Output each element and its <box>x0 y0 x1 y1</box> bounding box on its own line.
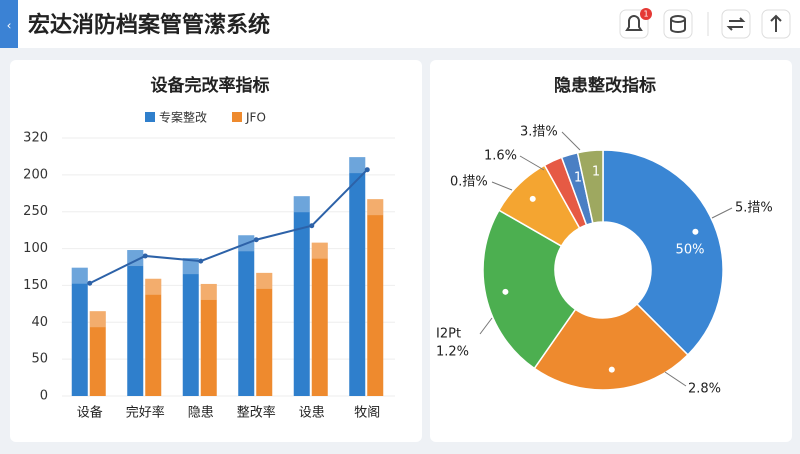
leader-line <box>479 317 493 335</box>
bar <box>311 242 328 396</box>
legend-swatch <box>232 112 242 122</box>
bar <box>89 311 106 396</box>
y-tick-label: 0 <box>40 389 48 404</box>
slice-dot <box>529 195 536 202</box>
trend-line <box>89 168 368 285</box>
bar-cap <box>145 278 162 295</box>
slice-label: 1.2% <box>436 345 469 360</box>
side-toggle[interactable] <box>0 0 18 48</box>
y-tick-label: 250 <box>23 204 48 219</box>
y-tick-label: 50 <box>31 352 48 367</box>
pie-slice <box>576 149 604 224</box>
slice-label: 0.措% <box>450 175 488 190</box>
y-tick-label: 100 <box>23 241 48 256</box>
bar-cap <box>367 199 384 216</box>
x-tick-label: 隐患 <box>188 406 214 421</box>
bar <box>145 278 162 396</box>
legend-label: JFO <box>245 111 266 125</box>
bar-cap <box>256 272 273 289</box>
bar-cap <box>200 283 217 300</box>
bar-cap <box>182 258 199 275</box>
chart-title: 设备完改率指标 <box>151 75 270 96</box>
line-point <box>309 223 315 229</box>
pie-slice <box>602 149 724 356</box>
x-tick-label: 牧阁 <box>354 406 380 421</box>
toggle-icon: ‹ <box>7 19 12 33</box>
slice-label: I2Pt <box>436 327 461 342</box>
legend-label: 专案整改 <box>159 110 207 125</box>
pie-slice <box>482 209 577 370</box>
slice-dot <box>692 228 699 235</box>
slice-label: 5.措% <box>735 201 773 216</box>
bar-cap <box>71 267 88 284</box>
slice-label: 50% <box>676 243 705 258</box>
line-point <box>142 253 148 259</box>
bar-cap <box>349 157 366 174</box>
bar <box>200 283 217 396</box>
x-tick-label: 整改率 <box>237 405 276 421</box>
bar <box>238 235 255 396</box>
leader-line <box>491 181 513 191</box>
slice-dot <box>608 366 615 373</box>
bar <box>71 267 88 396</box>
slice-label: 1.6% <box>484 149 517 164</box>
bar <box>349 157 366 396</box>
leader-line <box>561 131 581 151</box>
bar-cap <box>293 196 310 213</box>
bar <box>127 250 144 396</box>
slice-label: 3.措% <box>520 125 558 140</box>
db-button[interactable] <box>663 9 693 39</box>
bar <box>367 199 384 396</box>
bar-cap <box>311 242 328 259</box>
app-title: 宏达消防档案管管潆系统 <box>28 12 270 38</box>
x-tick-label: 设患 <box>299 406 325 421</box>
line-point <box>253 237 259 243</box>
chart-title: 隐患整改指标 <box>554 75 656 96</box>
bar <box>182 258 199 396</box>
leader-line <box>519 155 545 171</box>
leader-line <box>664 371 687 387</box>
x-tick-label: 完好率 <box>126 405 165 421</box>
line-point <box>87 280 93 286</box>
y-tick-label: 320 <box>23 131 48 146</box>
refresh-button[interactable] <box>721 9 751 39</box>
line-point <box>364 167 370 173</box>
badge: 1 <box>643 10 648 19</box>
y-tick-label: 200 <box>23 167 48 182</box>
pie-slice <box>533 302 689 391</box>
y-tick-label: 150 <box>23 278 48 293</box>
bell-button[interactable]: 1 <box>619 8 652 39</box>
leader-line <box>711 207 733 219</box>
top-button[interactable] <box>761 9 791 39</box>
slice-label: 1 <box>574 171 582 186</box>
slice-label: 2.8% <box>688 382 721 397</box>
bar <box>293 196 310 396</box>
slice-dot <box>502 288 509 295</box>
y-tick-label: 40 <box>31 315 48 330</box>
line-point <box>198 258 204 264</box>
slice-label: 1 <box>592 165 600 180</box>
bar <box>256 272 273 396</box>
bar-cap <box>89 311 106 328</box>
x-tick-label: 设备 <box>77 405 103 421</box>
legend-swatch <box>145 112 155 122</box>
